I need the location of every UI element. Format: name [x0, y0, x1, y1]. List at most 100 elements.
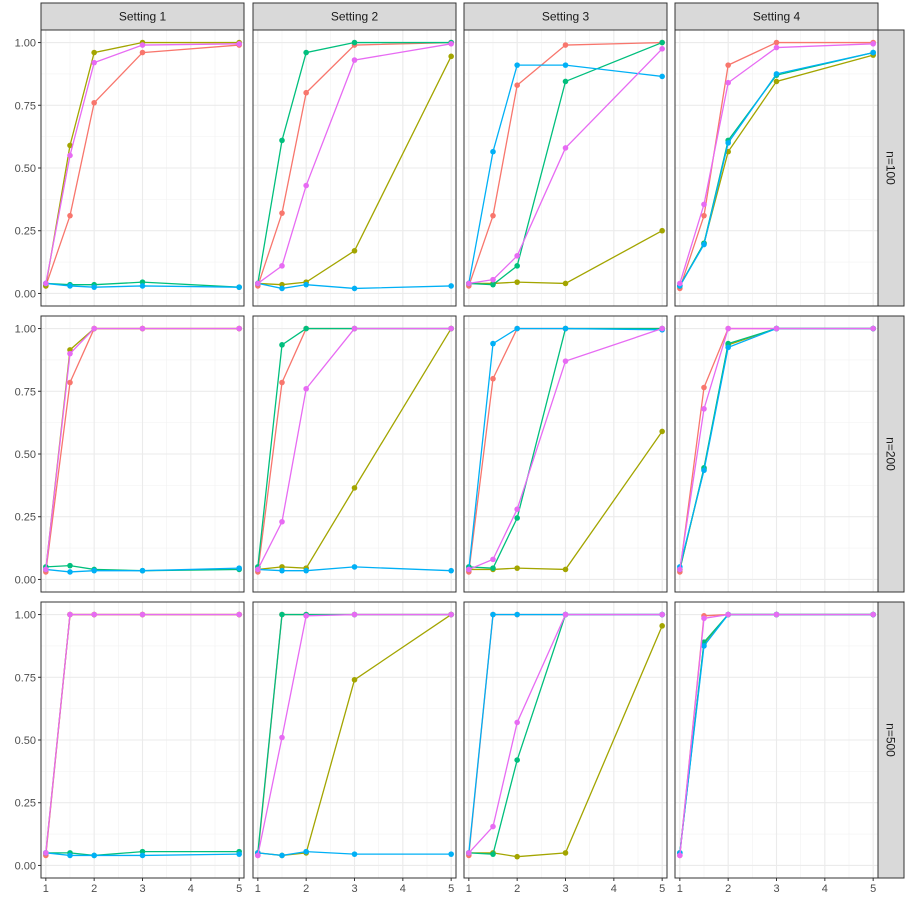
series-3-point — [514, 515, 520, 521]
series-4-point — [701, 241, 707, 248]
x-tick-label: 3 — [139, 883, 145, 895]
series-4-point — [91, 567, 97, 574]
series-5-point — [701, 201, 707, 208]
series-4-point — [562, 62, 569, 68]
series-5-point — [773, 611, 780, 618]
series-2-point — [659, 227, 665, 234]
series-3-point — [490, 281, 496, 288]
series-5-point — [91, 59, 97, 66]
series-5-point — [677, 280, 683, 287]
series-1-point — [91, 99, 97, 106]
x-tick-label: 1 — [677, 883, 683, 895]
panel-r3-c4 — [674, 601, 879, 879]
series-5-point — [773, 325, 780, 332]
panel-r1-c1 — [40, 29, 245, 307]
x-tick-label: 1 — [255, 883, 261, 895]
series-3-point — [303, 325, 309, 332]
series-3-point — [67, 562, 73, 569]
series-4-point — [448, 851, 454, 857]
series-1-point — [701, 212, 707, 219]
series-5-point — [255, 280, 261, 287]
x-tick-label: 3 — [562, 883, 568, 895]
series-5-point — [139, 611, 146, 618]
series-4-point — [448, 567, 454, 574]
series-3-point — [514, 263, 520, 269]
series-4-point — [562, 325, 569, 332]
chart-root: Setting 1 Setting 2 Setting 3 Setting 4 n=10… — [15, 2, 905, 895]
row-strip-3 — [876, 601, 905, 879]
series-4-point — [303, 848, 309, 855]
panel-border — [463, 29, 668, 307]
series-2-point — [659, 428, 665, 435]
x-tick-label: 5 — [870, 883, 876, 895]
panel-border — [674, 29, 879, 307]
series-1-point — [139, 49, 146, 56]
series-5-point — [677, 566, 683, 573]
series-2-point — [773, 78, 780, 85]
panel-r2-c3 — [463, 315, 668, 593]
series-5-point — [43, 566, 49, 573]
series-5-point — [466, 280, 472, 287]
series-5-point — [490, 823, 496, 830]
series-4-point — [514, 611, 520, 618]
panel-r2-c4 — [674, 315, 879, 593]
column-strip-1 — [40, 2, 245, 31]
series-5-point — [448, 41, 454, 47]
series-5-point — [279, 518, 285, 525]
y-tick-label: 0.75 — [15, 672, 36, 684]
row-strip-1 — [876, 29, 905, 307]
series-5-point — [236, 325, 242, 332]
y-tick-label: 1.00 — [15, 610, 36, 622]
series-2-point — [67, 142, 73, 149]
series-1-point — [279, 210, 285, 216]
panel-r1-c4 — [674, 29, 879, 307]
series-4-point — [490, 611, 496, 618]
column-strip-3 — [463, 2, 668, 31]
series-5-point — [67, 611, 73, 618]
series-4-point — [279, 285, 285, 292]
y-tick-label: 1.00 — [15, 324, 36, 336]
column-strip-label: Setting 3 — [542, 10, 590, 24]
series-5-point — [562, 611, 569, 618]
series-2-point — [351, 485, 358, 491]
x-tick-label: 2 — [303, 883, 309, 895]
panel-border — [463, 315, 668, 593]
series-1-point — [67, 212, 73, 219]
series-5-point — [303, 182, 309, 189]
series-2-point — [448, 53, 454, 60]
x-tick-label: 2 — [514, 883, 520, 895]
series-4-point — [67, 569, 73, 575]
series-5-point — [490, 276, 496, 283]
series-1-point — [562, 42, 569, 48]
series-4-point — [448, 283, 454, 289]
series-4-point — [236, 565, 242, 571]
series-5-point — [514, 506, 520, 512]
series-5-point — [43, 850, 49, 856]
x-tick-label: 4 — [822, 883, 828, 895]
x-tick-label: 3 — [773, 883, 779, 895]
column-strip-label: Setting 1 — [119, 10, 167, 24]
panel-r2-c1 — [40, 315, 245, 593]
series-4-point — [67, 283, 73, 289]
x-tick-label: 1 — [466, 883, 472, 895]
panel-r3-c3 — [463, 601, 668, 879]
series-4-point — [139, 852, 146, 859]
series-4-point — [279, 567, 285, 574]
y-tick-label: 0.25 — [15, 512, 36, 524]
y-tick-label: 0.00 — [15, 860, 36, 872]
series-5-point — [279, 263, 285, 269]
series-5-point — [448, 611, 454, 618]
series-5-point — [725, 79, 731, 86]
x-tick-label: 4 — [611, 883, 617, 895]
series-3-point — [514, 757, 520, 763]
series-3-point — [303, 49, 309, 56]
series-2-point — [562, 850, 569, 856]
series-4-point — [514, 325, 520, 332]
series-4-point — [351, 285, 358, 292]
panel-border — [252, 315, 457, 593]
series-1-point — [773, 39, 780, 46]
series-5-point — [562, 358, 569, 364]
series-5-point — [351, 611, 358, 618]
series-5-point — [514, 719, 520, 726]
y-tick-label: 0.50 — [15, 735, 36, 747]
